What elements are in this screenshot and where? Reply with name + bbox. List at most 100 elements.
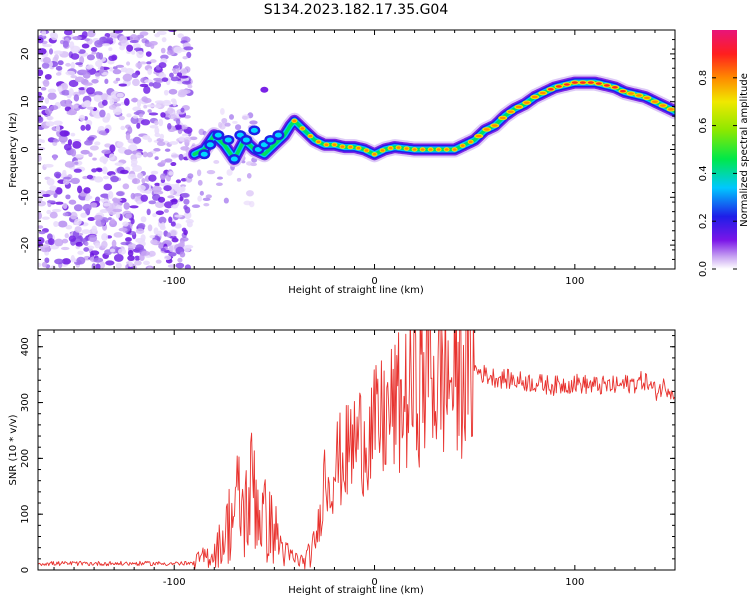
noise-blob (132, 115, 139, 119)
noise-blob (120, 169, 129, 174)
noise-blob (249, 200, 255, 208)
noise-blob (88, 234, 98, 243)
noise-blob (130, 218, 135, 225)
noise-blob (65, 62, 71, 67)
noise-blob (45, 189, 56, 196)
noise-blob (73, 168, 82, 173)
noise-blob (44, 73, 52, 80)
noise-blob (218, 121, 223, 128)
noise-blob (50, 265, 57, 269)
noise-blob (154, 156, 159, 161)
noise-blob (55, 72, 62, 76)
colorbar-gradient (712, 30, 737, 269)
noise-blob (178, 136, 186, 142)
noise-blob (182, 55, 188, 60)
snr-ytick-label: 300 (20, 393, 31, 412)
noise-blob (61, 258, 71, 265)
noise-blob (155, 79, 164, 83)
noise-blob (49, 211, 58, 219)
snr-ytick-label: 200 (20, 449, 31, 468)
noise-blob (152, 81, 162, 89)
noise-blob (49, 105, 59, 111)
noise-blob (109, 248, 116, 253)
noise-blob (84, 197, 91, 202)
ridge-core-red (452, 148, 457, 151)
noise-blob (181, 227, 187, 232)
noise-blob (158, 72, 167, 79)
noise-blob (146, 104, 156, 108)
noise-blob (228, 114, 235, 120)
noise-blob (155, 210, 164, 216)
ridge-core-red (587, 81, 594, 84)
noise-blob (46, 209, 52, 215)
noise-blob (38, 106, 44, 111)
noise-blob (196, 169, 202, 177)
noise-blob (38, 211, 43, 220)
noise-blob (66, 110, 77, 116)
noise-blob (46, 178, 55, 186)
noise-blob (168, 88, 178, 95)
noise-blob (38, 153, 41, 162)
noise-blob (135, 228, 145, 235)
noise-blob (86, 54, 95, 61)
noise-blob (119, 45, 125, 51)
ridge-core-red (404, 147, 409, 150)
noise-blob (127, 173, 137, 180)
snr-ytick-label: 100 (20, 505, 31, 524)
noise-blob (135, 152, 142, 159)
noise-blob (128, 144, 138, 152)
noise-blob (95, 51, 101, 59)
noise-blob (83, 82, 93, 86)
noise-blob (93, 214, 103, 221)
snr-series-line (38, 330, 675, 570)
noise-blob (135, 62, 143, 69)
noise-blob (47, 88, 57, 93)
noise-blob (64, 161, 75, 168)
noise-blob (101, 72, 109, 76)
noise-blob (158, 118, 164, 127)
noise-blob (81, 229, 91, 234)
noise-blob (113, 232, 123, 238)
noise-blob (106, 96, 113, 101)
noise-blob (87, 136, 95, 141)
noise-blob (136, 122, 141, 129)
noise-blob (100, 93, 109, 101)
spectrogram-xlabel: Height of straight line (km) (288, 285, 424, 296)
noise-blob (42, 44, 52, 48)
noise-blob (40, 86, 47, 91)
noise-blob (173, 65, 180, 69)
snr-xtick-label: 100 (565, 577, 584, 588)
noise-blob (164, 255, 172, 261)
noise-blob (160, 160, 167, 165)
noise-blob (53, 120, 63, 126)
noise-blob (38, 236, 45, 244)
noise-blob (74, 161, 79, 165)
noise-blob (215, 182, 223, 186)
noise-blob (118, 115, 125, 121)
ridge-core-red (475, 134, 482, 138)
noise-blob (112, 69, 122, 75)
noise-blob (53, 171, 62, 178)
colorbar-tick-label: 0.2 (698, 213, 709, 229)
noise-blob (66, 99, 72, 107)
noise-blob (148, 250, 156, 257)
noise-blob (72, 140, 82, 149)
noise-blob (103, 202, 111, 207)
noise-blob (62, 169, 67, 176)
noise-blob (145, 51, 152, 57)
noise-blob (83, 187, 91, 194)
noise-blob (148, 174, 157, 182)
noise-blob (41, 261, 48, 268)
noise-blob (146, 151, 154, 158)
noise-blob (170, 162, 177, 167)
spectrogram-ytick-label: 0 (20, 146, 31, 152)
noise-blob (77, 185, 83, 194)
noise-blob (170, 204, 179, 209)
noise-blob (156, 141, 166, 147)
noise-blob (224, 122, 231, 127)
noise-blob (75, 62, 83, 66)
noise-blob (129, 205, 139, 209)
noise-blob (136, 34, 145, 39)
noise-blob (98, 130, 107, 136)
